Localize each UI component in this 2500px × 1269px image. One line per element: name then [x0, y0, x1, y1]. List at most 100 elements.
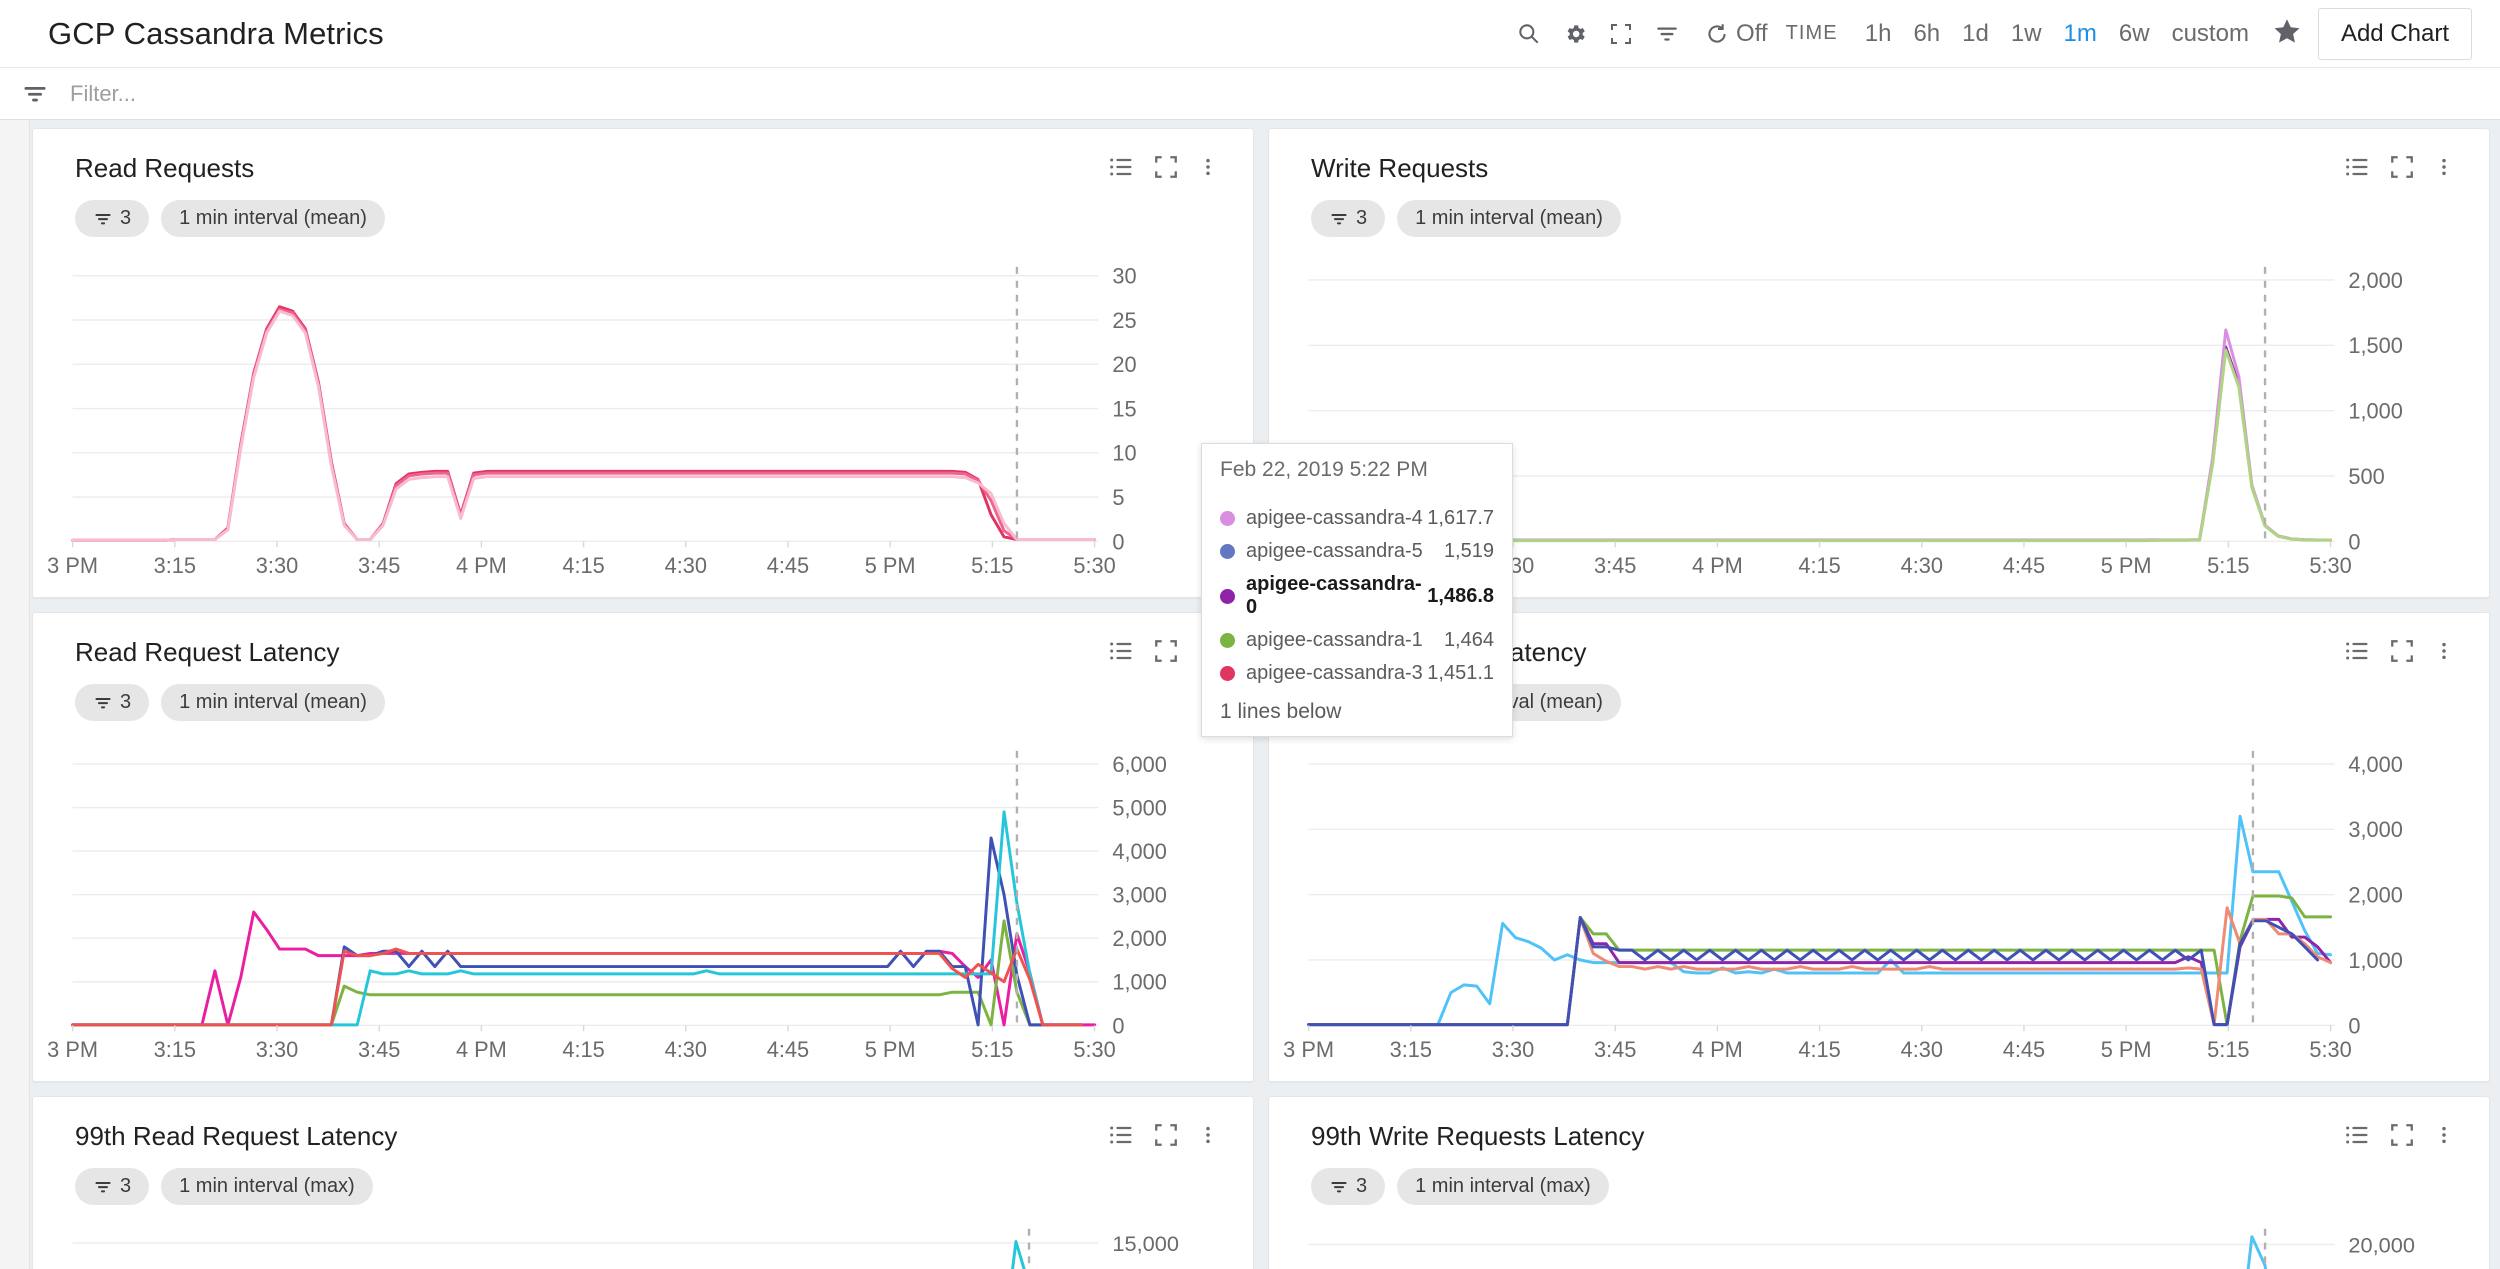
chip-filter-count[interactable]: 3: [75, 684, 150, 721]
time-range-6w[interactable]: 6w: [2118, 19, 2150, 47]
tooltip-series-value: 1,519: [1443, 540, 1494, 562]
svg-text:4:45: 4:45: [2003, 553, 2045, 578]
expand-icon[interactable]: [1153, 153, 1179, 181]
chart-card-p99-read-request-latency: 99th Read Request Latency 3 1 min interval…: [32, 1096, 1254, 1269]
more-options-icon[interactable]: [1197, 153, 1219, 181]
time-range-1w[interactable]: 1w: [2010, 19, 2042, 47]
chart-plot-area[interactable]: 0 1,000 2,000 3,000 4,000 5,000 6,000 3 PM 3:15 3…: [33, 731, 1253, 1081]
chip-filter-icon: [95, 1181, 111, 1192]
chip-filter-count[interactable]: 3: [75, 200, 150, 237]
chip-interval[interactable]: 1 min interval (max): [161, 1168, 373, 1205]
chart-plot-p99-write-requests-latency[interactable]: 20,000: [1269, 1215, 2489, 1269]
auto-refresh-label: Off: [1735, 19, 1768, 47]
chip-interval[interactable]: 1 min interval (mean): [1397, 200, 1621, 237]
time-range-custom[interactable]: custom: [2171, 19, 2249, 47]
svg-text:0: 0: [1112, 529, 1124, 554]
svg-text:2,000: 2,000: [1112, 926, 1167, 951]
series-line: [71, 305, 1097, 542]
tooltip-row: apigee-cassandra-1 1,464: [1202, 624, 1512, 657]
chart-plot-area[interactable]: 0 5 10 15 20 25 30 3 PM 3:15 3:30 3:45 4 PM 4:15 4:30…: [33, 247, 1253, 597]
left-rail: [0, 120, 30, 1269]
svg-text:4 PM: 4 PM: [456, 553, 507, 578]
chart-card-read-requests: Read Requests 3 1 min interval (mean) 0 5 10 1…: [32, 128, 1254, 598]
tooltip-timestamp: Feb 22, 2019 5:22 PM: [1220, 458, 1428, 481]
fullscreen-icon[interactable]: [1598, 11, 1644, 57]
legend-list-icon[interactable]: [1107, 637, 1135, 665]
chip-interval-label: 1 min interval (max): [1415, 1175, 1591, 1197]
expand-icon[interactable]: [1153, 1121, 1179, 1149]
add-chart-button[interactable]: Add Chart: [2317, 7, 2472, 60]
expand-icon[interactable]: [2389, 153, 2415, 181]
chart-plot-area[interactable]: 15,000: [33, 1215, 1253, 1269]
chip-filter-count[interactable]: 3: [1311, 200, 1386, 237]
more-options-icon[interactable]: [2433, 153, 2455, 181]
time-range-1h[interactable]: 1h: [1864, 19, 1892, 47]
series-line: [71, 910, 1097, 1027]
legend-list-icon[interactable]: [1107, 1121, 1135, 1149]
chart-plot-read-requests[interactable]: 0 5 10 15 20 25 30 3 PM 3:15 3:30 3:45 4 PM 4:15 4:30…: [33, 247, 1253, 597]
chip-filter-icon: [1331, 1181, 1347, 1192]
header-toolbar: Off TIME 1h 6h 1d 1w 1m 6w custom Add Chart: [1506, 7, 2472, 60]
expand-icon[interactable]: [2389, 1121, 2415, 1149]
svg-text:0: 0: [2348, 1013, 2360, 1038]
chart-actions: [1107, 153, 1227, 181]
gear-icon[interactable]: [1552, 11, 1598, 57]
chart-plot-p99-read-request-latency[interactable]: 15,000: [33, 1215, 1253, 1269]
series-line: [71, 836, 1084, 1027]
chip-filter-count[interactable]: 3: [1311, 1168, 1386, 1205]
svg-text:4:30: 4:30: [665, 1037, 707, 1062]
time-range-1d[interactable]: 1d: [1962, 19, 1989, 47]
svg-text:30: 30: [1112, 264, 1136, 289]
series-line: [1307, 814, 2333, 1027]
chip-interval[interactable]: 1 min interval (mean): [161, 684, 385, 721]
svg-text:15: 15: [1112, 396, 1136, 421]
expand-icon[interactable]: [1153, 637, 1179, 665]
time-range-1m[interactable]: 1m: [2063, 19, 2097, 47]
series-line: [1307, 906, 2333, 1027]
auto-refresh-toggle[interactable]: Off: [1704, 20, 1768, 48]
favorite-star-icon[interactable]: [2272, 16, 2302, 51]
svg-text:5 PM: 5 PM: [865, 1037, 916, 1062]
svg-text:2,000: 2,000: [2348, 268, 2403, 293]
chip-interval[interactable]: 1 min interval (max): [1397, 1168, 1609, 1205]
series-color-dot: [1220, 511, 1235, 526]
svg-text:3,000: 3,000: [1112, 883, 1167, 908]
filter-input[interactable]: [62, 80, 2500, 107]
legend-list-icon[interactable]: [1107, 153, 1135, 181]
svg-text:0: 0: [1112, 1013, 1124, 1038]
svg-text:1,000: 1,000: [2348, 948, 2403, 973]
chart-actions: [1107, 1121, 1227, 1149]
chart-plot-read-request-latency[interactable]: 0 1,000 2,000 3,000 4,000 5,000 6,000 3 PM 3:15 3…: [33, 731, 1253, 1081]
tooltip-series-name: apigee-cassandra-1: [1246, 629, 1423, 651]
svg-text:4:45: 4:45: [767, 1037, 809, 1062]
search-icon[interactable]: [1506, 11, 1552, 57]
more-options-icon[interactable]: [2433, 1121, 2455, 1149]
chart-header: 99th Read Request Latency: [33, 1097, 1253, 1152]
time-range-6h[interactable]: 6h: [1913, 19, 1941, 47]
legend-list-icon[interactable]: [2343, 153, 2371, 181]
tooltip-series-value: 1,617.7: [1427, 507, 1494, 529]
chart-plot-area[interactable]: 20,000: [1269, 1215, 2489, 1269]
filter-settings-icon[interactable]: [1644, 11, 1690, 57]
chip-filter-count[interactable]: 3: [75, 1168, 150, 1205]
chart-plot-write-requests-latency[interactable]: 0 1,000 2,000 3,000 4,000 3 PM 3:15 3:30 3:45 4 P…: [1269, 731, 2489, 1081]
svg-text:25: 25: [1112, 308, 1136, 333]
chart-title: Write Requests: [1311, 153, 1489, 183]
legend-list-icon[interactable]: [2343, 637, 2371, 665]
chart-card-read-request-latency: Read Request Latency 3 1 min interval (mea…: [32, 612, 1254, 1082]
legend-list-icon[interactable]: [2343, 1121, 2371, 1149]
chart-plot-area[interactable]: 0 1,000 2,000 3,000 4,000 3 PM 3:15 3:30 3:45 4 P…: [1269, 731, 2489, 1081]
svg-text:3:45: 3:45: [1594, 1037, 1636, 1062]
svg-text:3:15: 3:15: [154, 1037, 196, 1062]
more-options-icon[interactable]: [1197, 1121, 1219, 1149]
more-options-icon[interactable]: [2433, 637, 2455, 665]
series-line: [1011, 1240, 1026, 1269]
filter-icon[interactable]: [8, 80, 62, 108]
series-line: [2246, 1235, 2268, 1269]
series-line: [1307, 916, 2320, 1027]
series-color-dot: [1220, 588, 1235, 604]
svg-text:5:15: 5:15: [971, 553, 1013, 578]
chip-interval[interactable]: 1 min interval (mean): [161, 200, 385, 237]
expand-icon[interactable]: [2389, 637, 2415, 665]
svg-text:4:30: 4:30: [1901, 1037, 1943, 1062]
